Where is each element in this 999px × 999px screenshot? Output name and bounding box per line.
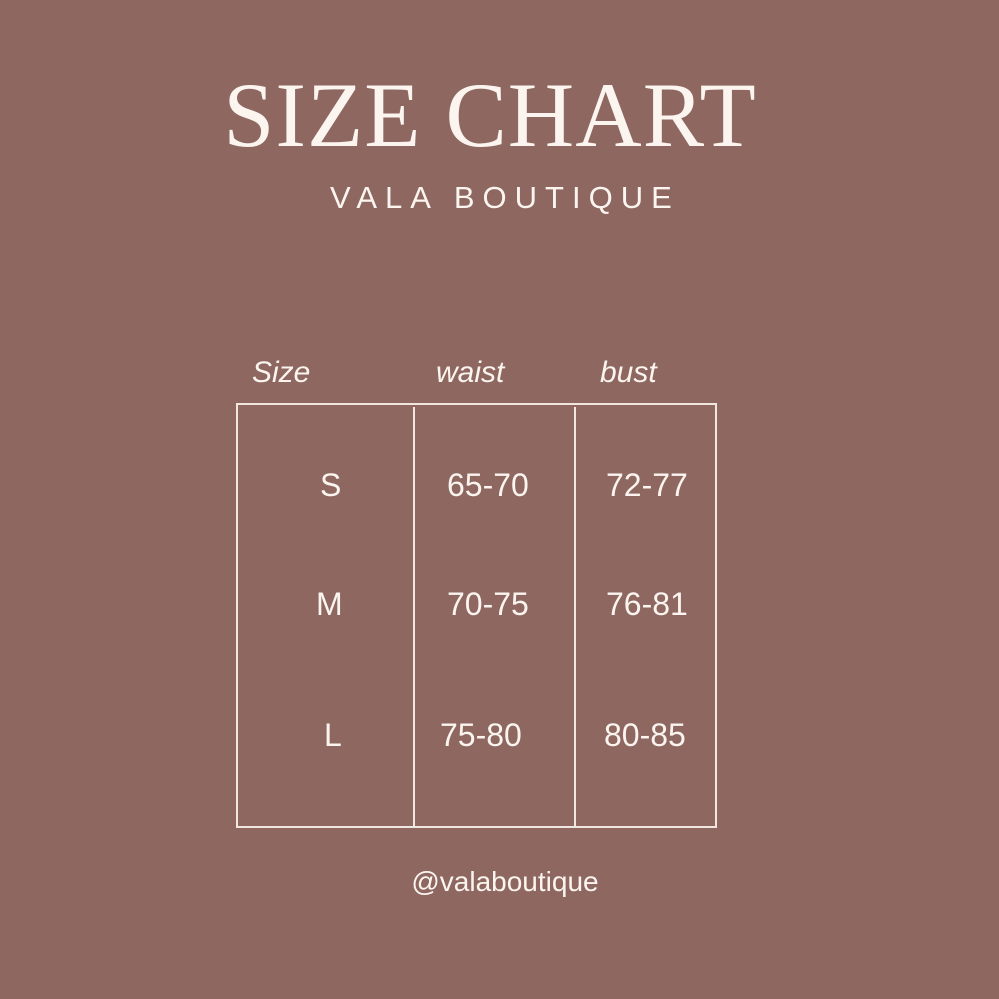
size-cell: L bbox=[324, 717, 342, 753]
waist-cell: 75-80 bbox=[440, 717, 522, 753]
column-divider bbox=[413, 407, 415, 828]
social-handle: @valaboutique bbox=[411, 866, 599, 897]
size-cell: M bbox=[316, 586, 343, 622]
page-title: SIZE CHART bbox=[223, 64, 757, 166]
header-bust: bust bbox=[600, 356, 657, 389]
bust-cell: 76-81 bbox=[606, 586, 688, 622]
size-cell: S bbox=[320, 467, 342, 503]
waist-cell: 70-75 bbox=[447, 586, 529, 622]
size-table-border bbox=[236, 403, 717, 828]
brand-subtitle: VALA BOUTIQUE bbox=[330, 180, 680, 215]
column-divider bbox=[574, 407, 576, 828]
waist-cell: 65-70 bbox=[447, 467, 529, 503]
header-size: Size bbox=[252, 356, 311, 389]
bust-cell: 80-85 bbox=[604, 717, 686, 753]
header-waist: waist bbox=[436, 356, 505, 389]
bust-cell: 72-77 bbox=[606, 467, 688, 503]
